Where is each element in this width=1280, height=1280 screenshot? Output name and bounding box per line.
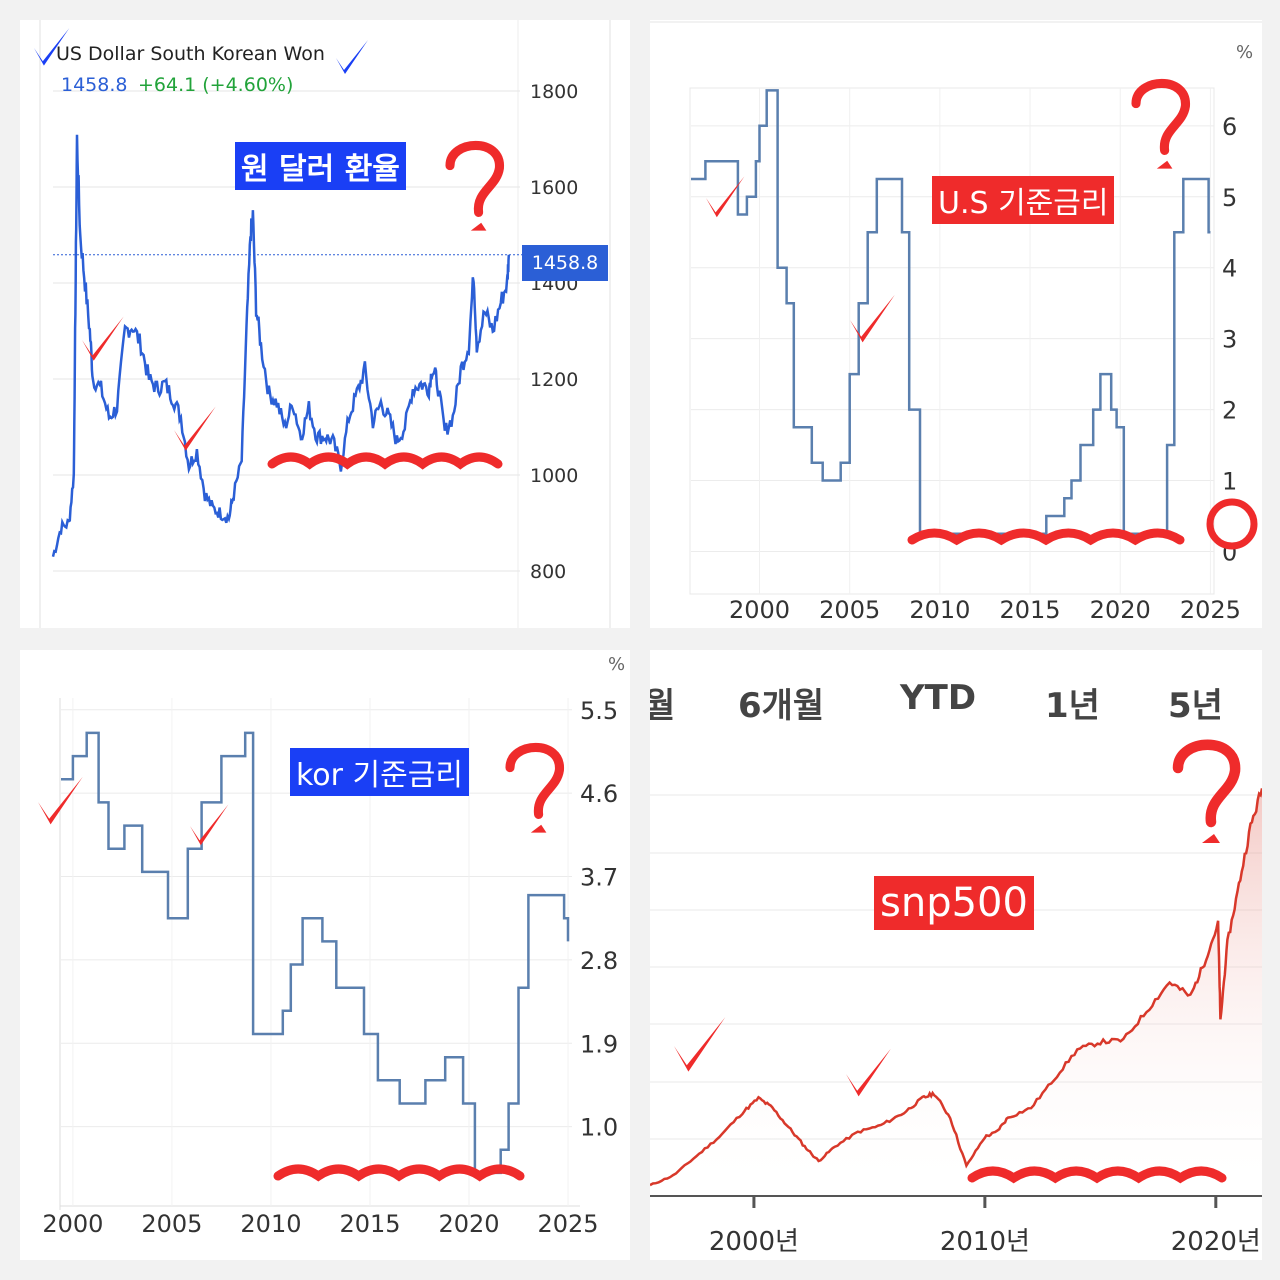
red-question-mark-dot	[470, 222, 487, 231]
red-circle	[1206, 498, 1258, 550]
red-question-mark	[1131, 79, 1190, 155]
us-rate-line	[691, 89, 1211, 535]
y-tick-label: 1	[1222, 468, 1237, 496]
exchange-rate-line	[51, 134, 511, 557]
blue-checkmark	[336, 40, 368, 74]
x-tick-label: 2000	[729, 596, 790, 624]
red-wavy-underline	[967, 1166, 1227, 1184]
y-tick-label: 3	[1222, 326, 1237, 354]
red-question-mark	[1172, 739, 1241, 828]
kor-rate-chart-panel: 5.5 4.6 3.7 2.8 1.9 1.0 2000 2005 2010 2015 2020 20…	[20, 650, 630, 1260]
range-tab-6-months[interactable]: 6개월	[738, 686, 825, 726]
red-wavy-underline	[273, 1164, 525, 1182]
y-tick-label: 1.9	[580, 1030, 618, 1058]
x-tick-label: 2020년	[1171, 1227, 1261, 1257]
won-rate-label: 원 달러 환율	[235, 142, 406, 190]
y-tick-label: 5	[1222, 184, 1237, 212]
red-question-mark-dot	[1156, 160, 1173, 169]
red-question-mark-dot	[530, 824, 547, 833]
x-tick-label: 2005	[141, 1210, 202, 1238]
y-tick-label: 2.8	[580, 947, 618, 975]
usd-krw-chart-panel: 1800 1600 1400 1200 1000 800 US Dollar South …	[20, 20, 630, 628]
y-tick-label: 1200	[530, 369, 578, 391]
y-tick-label: 1800	[530, 81, 578, 103]
snp500-line	[650, 788, 1262, 1187]
y-tick-label: 1.0	[580, 1114, 618, 1142]
plot-frame	[689, 87, 1215, 595]
y-tick-label: 2	[1222, 397, 1237, 425]
kor-rate-line	[61, 731, 570, 1175]
x-tick-label: 2000	[42, 1210, 103, 1238]
range-tab-5-years[interactable]: 5년	[1168, 686, 1223, 726]
price-tag: 1458.8	[522, 245, 608, 281]
x-tick-label: 2010	[909, 596, 970, 624]
y-tick-label: 1600	[530, 177, 578, 199]
red-question-mark	[505, 743, 564, 819]
us-rate-chart-panel: 6 5 4 3 2 1 0 2000 2005 2010 2015 2020 2025 % U.S 기준…	[650, 20, 1262, 628]
range-tab-1-year[interactable]: 1년	[1045, 686, 1100, 726]
red-question-mark-dot	[1202, 834, 1220, 843]
x-tick-label: 2025	[1180, 596, 1241, 624]
unit-label: %	[1236, 42, 1254, 63]
change-value: +64.1 (+4.60%)	[138, 74, 294, 96]
y-tick-label: 800	[530, 561, 566, 583]
us-rate-label: U.S 기준금리	[932, 176, 1115, 224]
red-checkmark	[850, 294, 895, 343]
red-checkmark	[846, 1048, 891, 1097]
y-tick-label: 4	[1222, 255, 1237, 283]
unit-label: %	[608, 654, 626, 675]
red-question-mark	[445, 141, 504, 217]
snp500-label: snp500	[874, 876, 1034, 930]
chart-title: US Dollar South Korean Won	[56, 43, 325, 65]
kor-rate-label: kor 기준금리	[290, 748, 469, 796]
x-tick-label: 2015	[339, 1210, 400, 1238]
y-tick-label: 6	[1222, 113, 1237, 141]
x-tick-label: 2010년	[940, 1227, 1030, 1257]
x-tick-label: 2010	[240, 1210, 301, 1238]
x-tick-label: 2000년	[709, 1227, 799, 1257]
x-tick-label: 2020	[1090, 596, 1151, 624]
x-tick-label: 2005	[819, 596, 880, 624]
red-checkmark	[190, 804, 229, 846]
x-tick-label: 2020	[438, 1210, 499, 1238]
y-tick-label: 3.7	[580, 864, 618, 892]
x-tick-label: 2025	[537, 1210, 598, 1238]
snp500-chart: 2000년 2010년 2020년	[650, 739, 1262, 1257]
snp500-area	[650, 788, 1262, 1195]
range-tab-ytd[interactable]: YTD	[900, 678, 977, 718]
snp500-chart-panel: 2000년 2010년 2020년 월 6개월 YTD 1년 5년 snp500	[650, 650, 1262, 1260]
range-tab-month[interactable]: 월	[650, 686, 676, 726]
red-wavy-underline	[267, 452, 503, 470]
y-tick-label: 5.5	[580, 697, 618, 725]
red-checkmark	[674, 1017, 726, 1072]
current-value: 1458.8	[61, 74, 128, 96]
red-wavy-underline	[907, 528, 1185, 546]
y-tick-label: 1000	[530, 465, 578, 487]
x-tick-label: 2015	[1000, 596, 1061, 624]
y-tick-label: 4.6	[580, 780, 618, 808]
kor-rate-chart: 5.5 4.6 3.7 2.8 1.9 1.0 2000 2005 2010 2015 2020 20…	[38, 697, 618, 1238]
